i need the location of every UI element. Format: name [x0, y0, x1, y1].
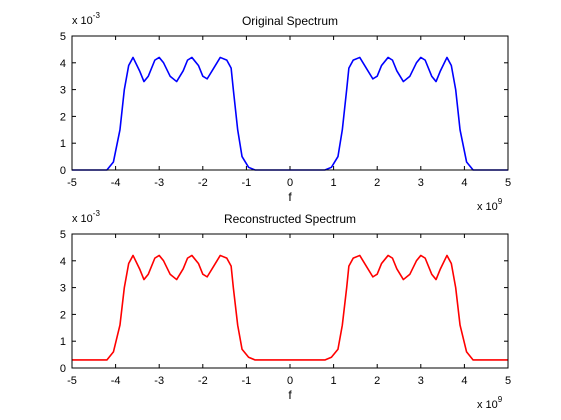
y-tick-label: 1 — [60, 336, 66, 348]
x-tick-label: -4 — [111, 375, 121, 387]
x-axis-label: f — [288, 388, 292, 402]
y-tick-label: 3 — [60, 85, 66, 97]
y-exponent-label: x 10-3 — [72, 11, 100, 27]
y-tick-label: 2 — [60, 111, 66, 123]
y-tick-label: 5 — [60, 229, 66, 241]
x-tick-label: 0 — [287, 177, 293, 189]
x-tick-label: 1 — [331, 375, 337, 387]
y-tick-label: 2 — [60, 309, 66, 321]
x-tick-label: -4 — [111, 177, 121, 189]
x-tick-label: -3 — [154, 375, 164, 387]
x-tick-label: 3 — [418, 375, 424, 387]
x-tick-label: 1 — [331, 177, 337, 189]
y-tick-label: 4 — [60, 256, 66, 268]
y-tick-label: 0 — [60, 363, 66, 375]
plot-area — [72, 36, 508, 170]
x-tick-label: -2 — [198, 177, 208, 189]
y-tick-label: 1 — [60, 138, 66, 150]
x-tick-label: -1 — [242, 177, 252, 189]
x-tick-label: 2 — [374, 177, 380, 189]
original-spectrum-panel: Original Spectrum x 10-3 x 109 f -5 -4 -3 -… — [60, 11, 511, 213]
x-tick-label: -5 — [67, 177, 77, 189]
chart-title: Reconstructed Spectrum — [224, 212, 356, 226]
reconstructed-spectrum-panel: Reconstructed Spectrum x 10-3 x 109 f -5… — [60, 209, 511, 411]
y-tick-label: 4 — [60, 58, 66, 70]
x-exponent-label: x 109 — [477, 395, 503, 411]
x-tick-label: 4 — [461, 177, 467, 189]
x-tick-label: -1 — [242, 375, 252, 387]
x-tick-label: 4 — [461, 375, 467, 387]
axes-box — [71, 233, 509, 369]
chart-title: Original Spectrum — [242, 14, 338, 28]
y-tick-label: 0 — [60, 165, 66, 177]
x-tick-label: 0 — [287, 375, 293, 387]
plot-area — [72, 234, 508, 368]
x-tick-label: 3 — [418, 177, 424, 189]
x-axis-label: f — [288, 190, 292, 204]
series-line — [72, 254, 508, 361]
axes-box — [71, 35, 509, 171]
x-tick-label: -3 — [154, 177, 164, 189]
x-tick-label: 5 — [505, 375, 511, 387]
y-tick-label: 5 — [60, 31, 66, 43]
x-tick-label: -2 — [198, 375, 208, 387]
y-exponent-label: x 10-3 — [72, 209, 100, 225]
x-tick-label: 5 — [505, 177, 511, 189]
x-tick-label: -5 — [67, 375, 77, 387]
x-exponent-label: x 109 — [477, 197, 503, 213]
tick-layer: -5 -4 -3 -2 -1 0 1 2 3 4 5 0 1 2 3 4 5 — [60, 229, 511, 387]
y-tick-label: 3 — [60, 283, 66, 295]
x-tick-label: 2 — [374, 375, 380, 387]
series-layer — [72, 254, 508, 361]
